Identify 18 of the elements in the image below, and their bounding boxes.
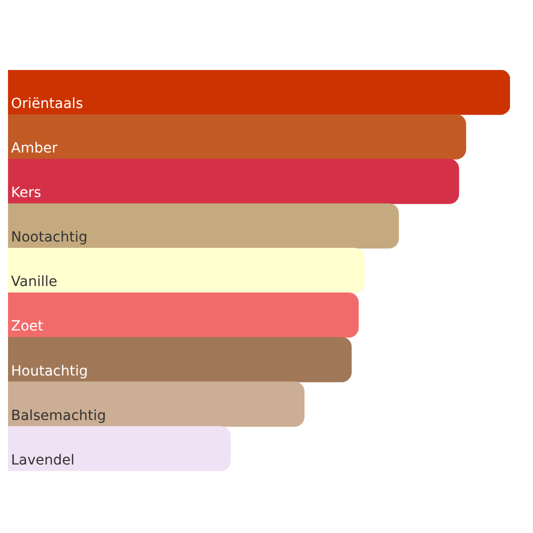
bar	[8, 382, 305, 427]
y-tick-label: Balsemachtig	[11, 408, 106, 424]
y-tick-label: Houtachtig	[11, 363, 88, 380]
bar	[8, 426, 231, 471]
bar	[8, 337, 352, 382]
y-tick-label: Kers	[11, 185, 42, 202]
y-tick-label: Nootachtig	[11, 230, 88, 246]
y-tick-label: Zoet	[11, 318, 44, 335]
y-tick-label: Lavendel	[11, 452, 75, 468]
bar	[8, 158, 460, 204]
bar	[8, 203, 399, 249]
bar	[8, 248, 365, 294]
bar	[8, 292, 359, 338]
bar	[8, 114, 466, 160]
y-tick-label: Vanille	[11, 274, 58, 290]
y-tick-label: Oriëntaals	[11, 96, 83, 112]
y-tick-label: Amber	[11, 140, 58, 156]
bar	[8, 70, 510, 115]
